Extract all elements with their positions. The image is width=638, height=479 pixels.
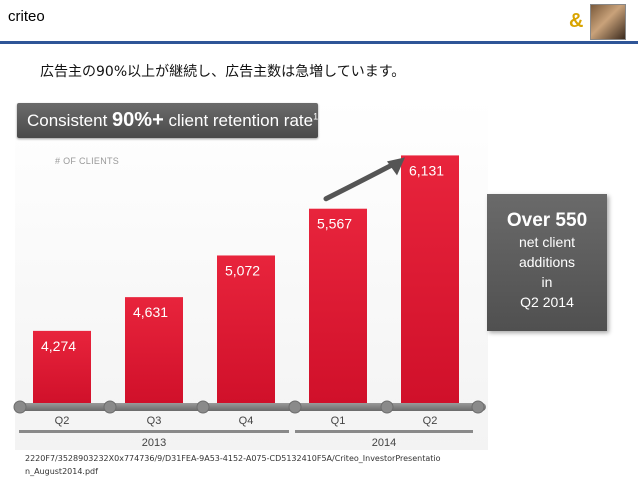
axis-tick-1	[13, 400, 27, 414]
growth-arrow-head	[387, 157, 405, 176]
bar-value-label: 4,631	[133, 304, 168, 320]
banner-suffix: client retention rate	[163, 111, 314, 130]
year-group-line	[295, 430, 473, 433]
axis-tick-4	[288, 400, 302, 414]
bar-value-label: 5,567	[317, 216, 352, 232]
bar-value-label: 5,072	[225, 262, 260, 278]
axis-tick-2	[103, 400, 117, 414]
y-axis-label: # OF CLIENTS	[55, 156, 119, 166]
retention-banner: Consistent 90%+ client retention rate1	[17, 103, 318, 138]
bar-value-label: 4,274	[41, 338, 76, 354]
bar-3	[217, 255, 275, 404]
page-subtitle: 広告主の90%以上が継続し、広告主数は急増しています。	[40, 64, 406, 80]
x-tick-label: Q2	[423, 415, 438, 427]
year-group-line	[19, 430, 289, 433]
source-footer: 2220F7/3528903232X0x774736/9/D31FEA-9A53…	[25, 454, 441, 476]
axis-tick-6	[471, 400, 485, 414]
app-title: criteo	[8, 8, 45, 25]
banner-footnote: 1	[313, 111, 319, 122]
callout-line: net client	[518, 234, 576, 250]
year-group-label: 2013	[142, 437, 166, 449]
brand-logo-icon: &	[569, 10, 584, 32]
callout-headline: Over 550	[506, 210, 588, 231]
bar-2	[125, 297, 183, 404]
x-tick-label: Q2	[55, 415, 70, 427]
avatar	[590, 4, 626, 40]
axis-tick-5	[380, 400, 394, 414]
x-tick-label: Q1	[331, 415, 346, 427]
x-tick-label: Q4	[239, 415, 254, 427]
bar-5	[401, 155, 459, 404]
category-axis	[17, 403, 486, 411]
retention-banner-text: Consistent 90%+ client retention rate1	[27, 109, 318, 132]
x-tick-label: Q3	[147, 415, 162, 427]
callout-line: Q2 2014	[520, 294, 574, 310]
bar-value-label: 6,131	[409, 162, 444, 178]
header-divider	[0, 41, 638, 44]
bar-1	[33, 330, 91, 404]
banner-highlight: 90%+	[112, 109, 164, 131]
callout-line: additions	[518, 254, 576, 270]
callout-line: in	[541, 274, 553, 290]
bar-4	[309, 208, 367, 404]
net-additions-callout: Over 550 net client additions in Q2 2014	[487, 194, 607, 331]
growth-arrow	[323, 160, 398, 202]
year-group-label: 2014	[372, 437, 396, 449]
axis-tick-3	[196, 400, 210, 414]
banner-prefix: Consistent	[27, 111, 113, 130]
